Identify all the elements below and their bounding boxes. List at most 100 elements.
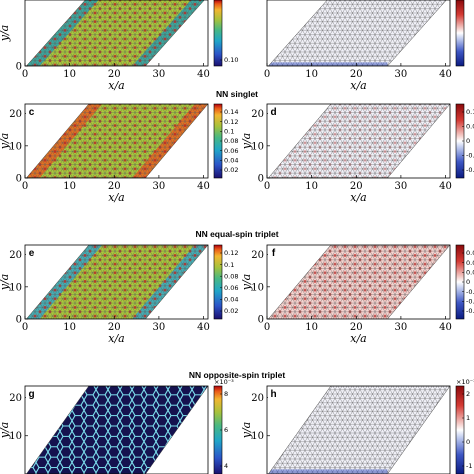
colorbar-tick-label: 0.05 [466, 123, 474, 131]
panel-label: e [29, 248, 35, 259]
x-axis-label: x/a [108, 79, 124, 92]
y-tick-label: 10 [251, 282, 264, 293]
colorbar-tick-label: 0.1 [224, 261, 234, 269]
x-tick-label: 0 [264, 181, 270, 192]
x-tick-label: 40 [197, 181, 210, 192]
colorbar-exponent: ×10⁻³ [214, 378, 234, 386]
panel-d: 01020304001020x/ay/ad0.100.050-0.05-0.10… [240, 103, 474, 204]
panel-label-bg [268, 246, 279, 258]
x-tick-label: 20 [350, 322, 363, 333]
colorbar-tick-label: -0.05 [466, 152, 474, 160]
x-tick-label: 10 [305, 69, 318, 80]
x-tick-label: 40 [439, 181, 452, 192]
axes-frame-e [24, 244, 209, 320]
x-tick-label: 10 [63, 322, 76, 333]
colorbar-tick-label: 0.02 [224, 307, 238, 315]
colorbar-tick-label: 4 [224, 462, 228, 470]
y-tick-label: 20 [251, 109, 264, 120]
panel-a: 0 10 20 30 40 0 x/a y/a 0.10 [0, 0, 238, 92]
plot-area-d [268, 104, 450, 178]
plot-area-a [26, 0, 208, 66]
axes-frame-d [266, 103, 451, 179]
x-tick-label: 10 [305, 322, 318, 333]
x-tick-label: 0 [264, 69, 270, 80]
colorbar-tick-label: 0 [466, 438, 470, 446]
x-axis-label: x/a [108, 191, 124, 204]
colorbar-tick-label: -0.06 [466, 307, 474, 315]
colorbar-tick-label: -0.04 [466, 298, 474, 306]
y-axis-label: y/a [240, 422, 253, 439]
x-axis-label: x/a [350, 79, 366, 92]
axes-frame-f [266, 244, 451, 320]
plot-area-f [268, 245, 450, 319]
x-tick-label: 40 [197, 69, 210, 80]
colorbar-tick-label: 0.10 [466, 108, 474, 116]
y-tick-label: 10 [9, 431, 22, 442]
y-axis-label: y/a [0, 274, 11, 291]
colorbar-tick-label: 0.1 [224, 128, 234, 136]
y-tick-label: 10 [9, 141, 22, 152]
axes-frame-a [24, 0, 209, 67]
x-tick-label: 20 [108, 181, 121, 192]
panel-f: 01020304001020x/ay/af0.060.040.020-0.02-… [240, 244, 474, 345]
axes-frame-b [266, 0, 451, 67]
y-tick-label: 20 [9, 250, 22, 261]
y-tick-label: 10 [251, 431, 264, 442]
panel-g: 10 20 y/a g 8 6 4 ×10⁻³ [0, 378, 234, 474]
y-tick-label: 0 [258, 315, 264, 326]
panel-label-bg [268, 387, 279, 399]
x-axis-label: x/a [108, 332, 124, 345]
colorbar-tick-label: 0.06 [466, 249, 474, 257]
colorbar-tick-label: 0.02 [224, 166, 238, 174]
panel-label-bg [26, 387, 37, 399]
y-axis-label: y/a [0, 25, 11, 42]
section-title-opposite-spin-triplet: NN opposite-spin triplet [189, 370, 286, 380]
colorbar-tick-label: 0 [466, 137, 470, 145]
panel-label-bg [268, 105, 279, 117]
y-tick-label: 10 [251, 141, 264, 152]
colorbar-tick-label: 0.10 [224, 56, 238, 64]
axes-frame-g [24, 385, 209, 474]
colorbar-tick-label: 0.08 [224, 137, 238, 145]
honeycomb-g [26, 386, 208, 474]
colorbar-tick-label: -0.02 [466, 288, 474, 296]
x-tick-label: 30 [153, 69, 166, 80]
colorbar-tick-label: 1 [466, 414, 470, 422]
x-tick-label: 10 [63, 69, 76, 80]
x-tick-label: 10 [305, 181, 318, 192]
y-axis-label: y/a [240, 133, 253, 150]
panel-label-bg [26, 246, 37, 258]
colorbar-tick-label: 0.06 [224, 147, 238, 155]
panel-label-bg [26, 105, 37, 117]
y-tick-label: 20 [9, 393, 22, 404]
plot-area-e [26, 245, 208, 319]
x-tick-label: 40 [439, 322, 452, 333]
colorbar-b [455, 0, 465, 67]
colorbar-tick-label: 8 [224, 390, 228, 398]
y-axis-label: y/a [0, 133, 11, 150]
colorbar-h [455, 385, 465, 474]
colorbar-tick-label: 0.12 [224, 118, 238, 126]
colorbar-tick-label: 0.08 [224, 272, 238, 280]
panel-label: c [29, 107, 35, 118]
y-tick-label: 0 [16, 174, 22, 185]
x-tick-label: 30 [153, 322, 166, 333]
colorbar-tick-label: 0.12 [224, 249, 238, 257]
x-tick-label: 40 [439, 69, 452, 80]
x-tick-label: 20 [350, 181, 363, 192]
colorbar-tick-label: 0.14 [224, 108, 238, 116]
x-tick-label: 20 [350, 69, 363, 80]
axes-frame-c [24, 103, 209, 179]
x-tick-label: 30 [395, 181, 408, 192]
x-tick-label: 30 [153, 181, 166, 192]
x-tick-label: 10 [63, 181, 76, 192]
plot-area-g [26, 386, 208, 474]
colorbar-tick-label: 0.04 [466, 259, 474, 267]
y-axis-label: y/a [0, 422, 11, 439]
colorbar-exponent: ×10⁻³ [456, 378, 474, 386]
plot-area-h [268, 386, 450, 474]
colorbar-tick-label: 0 [466, 278, 470, 286]
